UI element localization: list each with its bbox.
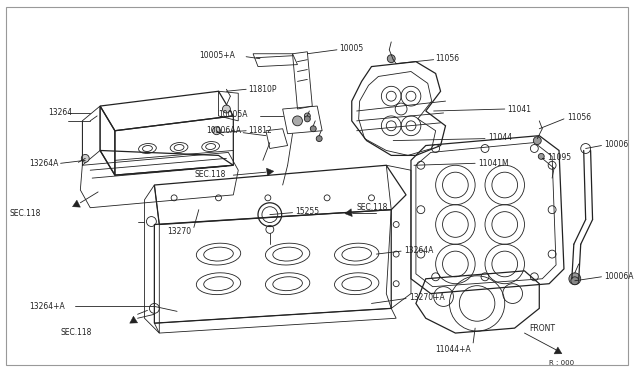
Text: SEC.118: SEC.118: [195, 170, 226, 179]
Polygon shape: [554, 347, 562, 354]
Text: 15255: 15255: [296, 207, 319, 216]
Text: 10006A: 10006A: [604, 272, 634, 281]
Text: 11044+A: 11044+A: [436, 345, 472, 355]
Text: 13270: 13270: [167, 227, 191, 236]
Text: 10005: 10005: [339, 44, 363, 53]
Text: 11810P: 11810P: [248, 85, 276, 94]
Circle shape: [316, 136, 322, 142]
Polygon shape: [345, 209, 352, 217]
Text: 11041: 11041: [508, 105, 532, 113]
Circle shape: [310, 126, 316, 132]
Text: FRONT: FRONT: [529, 324, 556, 333]
Text: 13264A: 13264A: [404, 246, 433, 255]
Text: 13270+A: 13270+A: [409, 293, 445, 302]
Text: 11044: 11044: [488, 133, 512, 142]
Text: SEC.118: SEC.118: [356, 203, 388, 212]
Text: SEC.118: SEC.118: [61, 328, 92, 337]
Circle shape: [571, 277, 579, 285]
Circle shape: [305, 113, 310, 119]
Text: 10005A: 10005A: [218, 110, 248, 119]
Text: SEC.118: SEC.118: [10, 209, 41, 218]
Text: R : 000: R : 000: [549, 360, 574, 366]
Text: 11041M: 11041M: [478, 159, 509, 168]
Text: 11056: 11056: [567, 113, 591, 122]
Circle shape: [223, 105, 230, 113]
Circle shape: [81, 154, 89, 162]
Text: 11095: 11095: [547, 153, 572, 162]
Polygon shape: [266, 168, 274, 176]
Text: 13264A: 13264A: [29, 159, 58, 168]
Polygon shape: [130, 316, 138, 323]
Text: 10006: 10006: [604, 140, 628, 149]
Text: 10006AA: 10006AA: [207, 126, 242, 135]
Text: 13264: 13264: [48, 109, 72, 118]
Circle shape: [305, 116, 310, 122]
Text: 11056: 11056: [436, 54, 460, 63]
Circle shape: [569, 273, 580, 285]
Text: 11812: 11812: [248, 126, 272, 135]
Circle shape: [533, 137, 541, 145]
Circle shape: [292, 116, 303, 126]
Circle shape: [538, 153, 544, 159]
Circle shape: [212, 127, 221, 135]
Circle shape: [387, 55, 395, 62]
Polygon shape: [72, 200, 81, 207]
Text: 10005+A: 10005+A: [199, 51, 235, 60]
Text: 13264+A: 13264+A: [29, 302, 65, 311]
